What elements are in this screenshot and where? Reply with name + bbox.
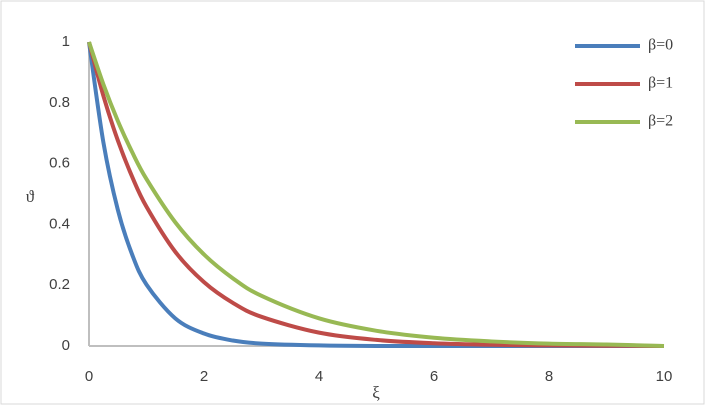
series-line [87, 41, 665, 348]
y-axis-label: ϑ [26, 187, 35, 206]
y-tick-label: 0 [62, 337, 70, 354]
legend-text: β=0 [648, 37, 673, 54]
y-tick-label: 0.6 [49, 155, 70, 172]
x-tick-label: 6 [430, 368, 438, 385]
y-tick-label: 1 [62, 33, 70, 50]
legend-text: β=1 [648, 75, 673, 92]
x-tick-label: 10 [656, 368, 673, 385]
x-axis-label: ξ [372, 383, 380, 402]
x-tick-label: 2 [200, 368, 208, 385]
x-tick-label: 4 [315, 368, 323, 385]
series-line [87, 41, 665, 348]
legend-text: β=2 [648, 113, 673, 130]
y-tick-label: 0.4 [49, 215, 70, 232]
y-tick-label: 0.8 [49, 94, 70, 111]
y-tick-label: 0.2 [49, 276, 70, 293]
x-tick-label: 8 [545, 368, 553, 385]
x-tick-label: 0 [85, 368, 93, 385]
